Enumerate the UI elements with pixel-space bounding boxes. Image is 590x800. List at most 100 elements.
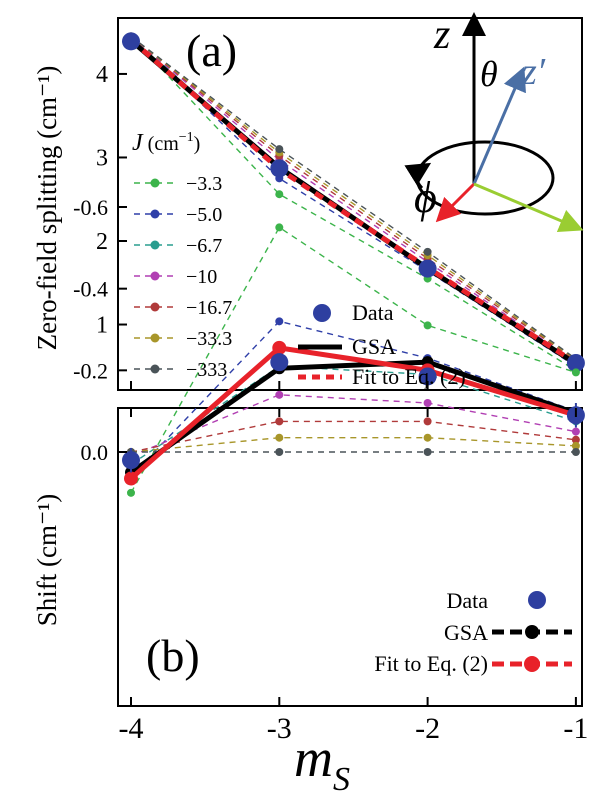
gsa-line-b <box>129 359 577 475</box>
panel-b-ylabel: Shift (cm⁻¹) <box>32 494 62 627</box>
panel-b-label: (b) <box>146 630 200 681</box>
y-tick-label-b: -0.4 <box>73 277 108 302</box>
legend-label-fit-a: Fit to Eq. (2) <box>352 364 466 389</box>
legend-panel-a: Data GSA Fit to Eq. (2) <box>298 300 466 389</box>
series-point-j-b <box>275 417 284 426</box>
legend-marker-j <box>150 178 160 188</box>
series-point-j-b <box>275 223 284 232</box>
precession-ellipse <box>415 140 555 216</box>
fit-point-b <box>272 340 287 355</box>
series-point-j-b <box>275 390 284 399</box>
panel-a-ylabel: Zero-field splitting (cm⁻¹) <box>32 66 62 351</box>
series-point-j-a <box>275 145 284 154</box>
inset-theta-label: θ <box>480 54 498 94</box>
series-point-j-b <box>423 321 432 330</box>
y-tick-label-b: -0.6 <box>73 195 108 220</box>
legend-marker-j <box>150 364 160 374</box>
legend-label-gsa-b: GSA <box>444 620 488 645</box>
series-point-j-b <box>571 448 580 456</box>
x-tick-label: -3 <box>267 712 292 745</box>
series-line-j-a <box>130 35 577 361</box>
y-tick-label-b: 0.0 <box>81 440 109 465</box>
legend-marker-j <box>150 333 160 343</box>
legend-label-fit-b: Fit to Eq. (2) <box>374 651 488 676</box>
x-tick-label: -2 <box>415 712 440 745</box>
y-tick-label-a: 2 <box>96 229 108 255</box>
fit-point-b <box>124 471 138 486</box>
legend-marker-j <box>150 271 160 281</box>
series-point-j-b <box>275 433 284 442</box>
legend-marker-gsa-b <box>525 625 539 639</box>
rotation-arrow-icon <box>404 162 432 190</box>
fit-line-b <box>129 345 577 481</box>
legend-label-j: −5.0 <box>186 204 222 226</box>
data-point-b <box>270 353 289 372</box>
panel-a-label: (a) <box>186 25 237 76</box>
series-point-j-b <box>571 427 580 436</box>
y-tick-label-a: 1 <box>96 313 108 339</box>
inset-zprime-label: z′ <box>521 51 546 93</box>
legend-label-data-b: Data <box>446 588 488 613</box>
legend-label-j: −10 <box>186 266 217 288</box>
legend-label-j: −6.7 <box>186 235 222 257</box>
y-tick-label-a: 4 <box>96 62 108 88</box>
legend-marker-data-a <box>313 304 331 322</box>
x-axis-label: mS <box>294 728 350 798</box>
series-point-j-a <box>423 247 432 256</box>
series-line-j-b <box>130 320 577 477</box>
legend-label-j: −3.3 <box>186 173 222 195</box>
data-point-a <box>566 353 585 372</box>
panel-b-frame <box>117 407 583 707</box>
zprime-axis-arrow <box>472 66 526 185</box>
x-axis-arrow <box>435 182 476 223</box>
series-point-j-b <box>275 448 284 456</box>
inset-phi-label: ϕ <box>414 173 437 222</box>
legend-label-j: −33.3 <box>186 328 232 350</box>
x-tick-label: -1 <box>563 712 588 745</box>
series-point-j-b <box>571 435 580 444</box>
legend-label-data-a: Data <box>352 300 394 325</box>
series-line-j-b <box>130 394 577 457</box>
series-line-j-a <box>130 35 577 360</box>
legend-title: J (cm−1) <box>132 130 200 156</box>
panel-a-plot <box>122 32 585 375</box>
legend-marker-data-b <box>528 591 546 609</box>
legend-label-j: −333 <box>186 359 227 381</box>
series-point-j-b <box>423 448 432 456</box>
data-point-a <box>270 159 289 178</box>
series-point-j-b <box>127 488 135 497</box>
series-line-j-b <box>130 437 576 453</box>
y-tick-label-b: -0.2 <box>73 358 108 383</box>
fit-line-a <box>129 37 578 366</box>
data-point-a <box>122 32 140 51</box>
series-point-j-b <box>423 399 432 407</box>
series-line-j-b <box>130 420 576 453</box>
y-axis-arrow <box>473 182 584 233</box>
series-point-j-b <box>571 441 580 450</box>
series-point-j-b <box>571 368 580 377</box>
legend-marker-fit-b <box>524 656 540 672</box>
panel-b-plot <box>122 223 585 497</box>
legend-label-gsa-a: GSA <box>352 334 396 359</box>
legend-marker-j <box>150 240 160 250</box>
legend-marker-j <box>150 302 160 312</box>
legend-label-j: −16.7 <box>186 297 232 319</box>
x-tick-label: -4 <box>119 712 144 745</box>
data-point-b <box>122 451 140 470</box>
coordinate-inset: z θ z′ ϕ <box>404 12 584 233</box>
legend-j-values: −3.3 −5.0 −6.7 −10 −16.7 −33.3 −333 <box>134 173 232 381</box>
series-point-j-b <box>423 433 432 442</box>
data-point-a <box>418 259 437 278</box>
legend-panel-b: Data GSA Fit to Eq. (2) <box>374 588 572 676</box>
data-point-b <box>418 367 437 386</box>
y-tick-label-a: 3 <box>96 145 108 171</box>
series-point-j-b <box>423 417 432 426</box>
series-line-j-a <box>130 35 577 372</box>
inset-z-label: z <box>433 12 450 58</box>
series-line-j-a <box>130 35 577 363</box>
legend-marker-j <box>150 209 160 219</box>
series-point-j-a <box>275 190 284 199</box>
panel-a-frame <box>117 17 583 391</box>
series-point-j-b <box>275 317 284 326</box>
